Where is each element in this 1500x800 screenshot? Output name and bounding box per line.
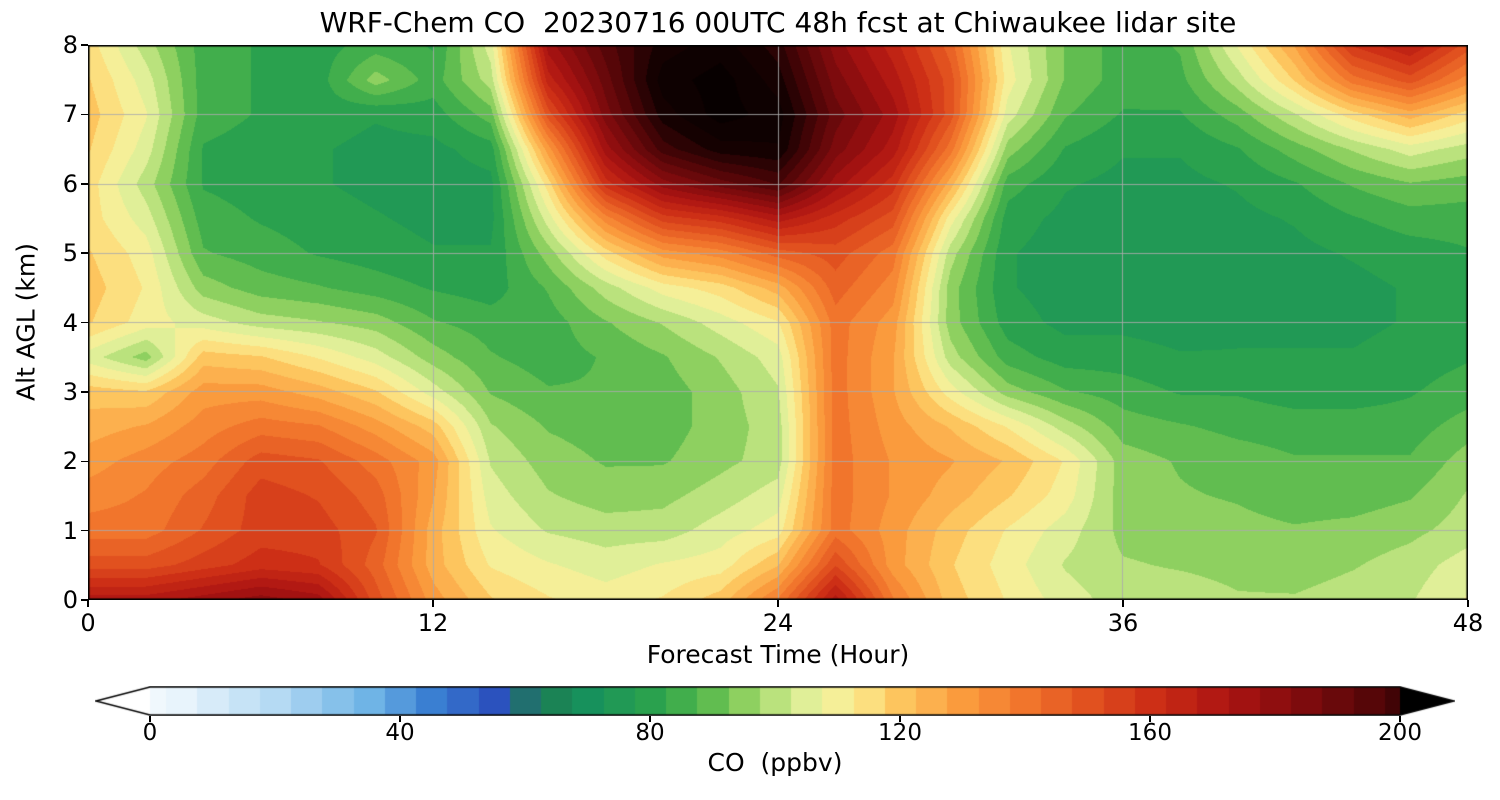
y-tick-mark [81, 391, 88, 393]
y-tick-label: 5 [62, 239, 78, 268]
colorbar-tick-mark [899, 716, 901, 722]
colorbar-tick-label: 200 [1378, 720, 1422, 746]
colorbar [95, 686, 1455, 716]
x-tick-label: 0 [80, 609, 96, 637]
y-tick-label: 1 [62, 516, 78, 545]
colorbar-tick-label: 160 [1128, 720, 1172, 746]
y-tick-mark [81, 183, 88, 185]
y-tick-mark [81, 113, 88, 116]
x-tick-label: 24 [762, 609, 794, 637]
colorbar-tick-label: 0 [142, 720, 158, 746]
x-tick-mark [432, 600, 434, 607]
y-tick-label: 7 [62, 100, 78, 129]
y-tick-label: 6 [62, 169, 78, 198]
x-tick-mark [777, 600, 779, 607]
x-tick-label: 12 [417, 609, 449, 637]
colorbar-tick-mark [1149, 716, 1151, 722]
colorbar-label: CO (ppbv) [707, 748, 843, 777]
y-tick-mark [81, 529, 88, 532]
x-tick-mark [87, 600, 89, 607]
x-tick-label: 36 [1107, 609, 1139, 637]
colorbar-tick-label: 120 [878, 720, 922, 746]
x-axis-label: Forecast Time (Hour) [646, 640, 910, 669]
y-tick-mark [81, 44, 88, 46]
colorbar-tick-label: 40 [385, 720, 415, 746]
x-tick-label: 48 [1452, 609, 1484, 637]
y-tick-mark [81, 599, 88, 601]
y-tick-label: 3 [62, 377, 78, 406]
y-tick-label: 0 [62, 586, 78, 614]
y-tick-mark [81, 321, 88, 324]
y-tick-label: 4 [62, 308, 78, 337]
y-tick-mark [81, 460, 88, 462]
x-tick-mark [1122, 600, 1124, 607]
y-tick-label: 2 [62, 447, 78, 476]
colorbar-tick-mark [399, 716, 401, 722]
colorbar-tick-mark [649, 716, 651, 722]
colorbar-tick-mark [1399, 716, 1401, 722]
colorbar-tick-label: 80 [635, 720, 665, 746]
y-tick-label: 8 [62, 31, 78, 59]
chart-title: WRF-Chem CO 20230716 00UTC 48h fcst at C… [319, 6, 1237, 39]
x-tick-mark [1467, 600, 1469, 607]
y-tick-mark [81, 252, 88, 254]
colorbar-tick-mark [149, 716, 151, 722]
heatmap-plot-area [88, 45, 1468, 600]
y-axis-label: Alt AGL (km) [11, 242, 41, 402]
